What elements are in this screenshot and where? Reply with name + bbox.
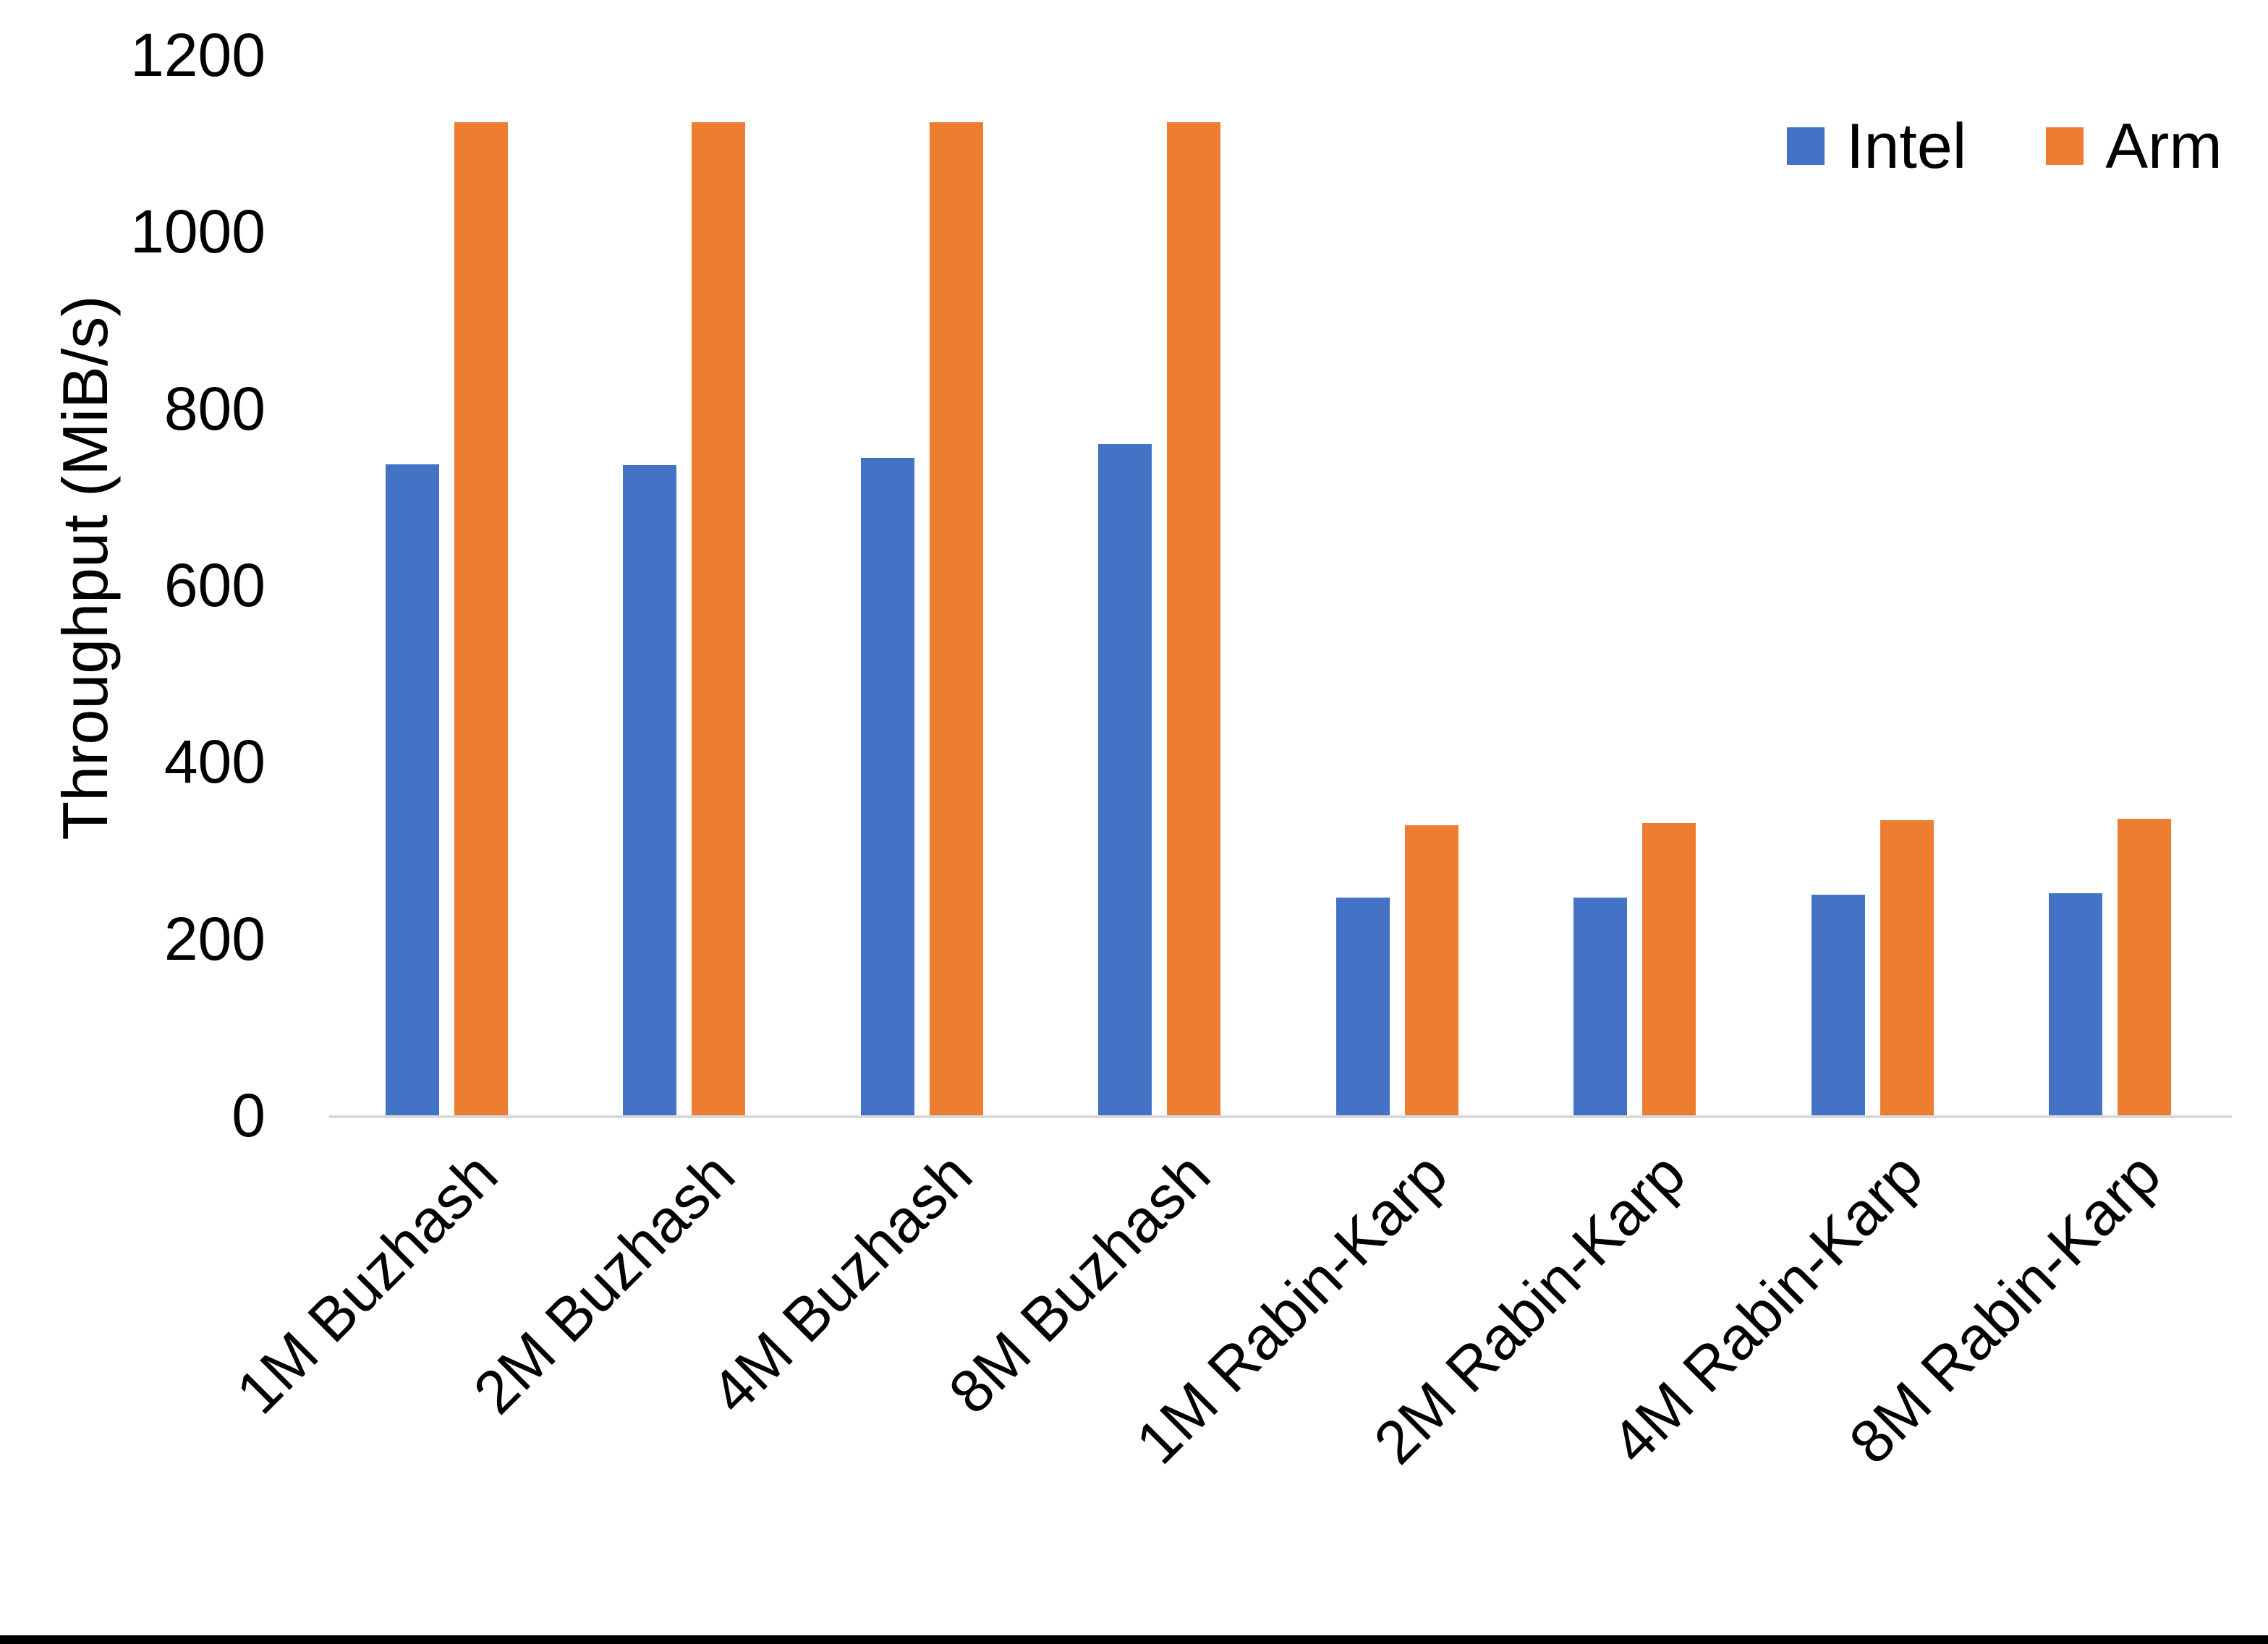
bar-intel-5 — [1335, 898, 1390, 1115]
legend-label: Intel — [1846, 110, 1967, 182]
y-tick-label: 200 — [163, 904, 266, 973]
bar-intel-1 — [386, 464, 439, 1115]
y-tick-label: 600 — [163, 551, 266, 619]
legend-swatch-intel — [1787, 127, 1825, 165]
bar-arm-6 — [1642, 822, 1696, 1115]
legend-item-arm: Arm — [2046, 114, 2222, 178]
bar-intel-3 — [860, 458, 914, 1115]
bar-arm-8 — [2118, 818, 2171, 1115]
bar-arm-2 — [692, 122, 746, 1115]
bar-intel-2 — [623, 464, 677, 1115]
bar-intel-7 — [1811, 894, 1865, 1115]
legend-label: Arm — [2105, 110, 2222, 182]
bar-arm-5 — [1404, 825, 1458, 1115]
bar-arm-4 — [1167, 122, 1221, 1115]
y-tick-label: 1200 — [130, 21, 266, 89]
bar-intel-4 — [1098, 443, 1152, 1115]
y-tick-label: 800 — [163, 374, 266, 443]
bar-arm-1 — [454, 122, 508, 1115]
legend: Intel Arm — [1787, 114, 2222, 178]
legend-swatch-arm — [2046, 127, 2084, 165]
bottom-border — [0, 1635, 2268, 1644]
legend-item-intel: Intel — [1787, 114, 1966, 178]
x-axis-line — [329, 1115, 2232, 1118]
bar-intel-6 — [1573, 898, 1628, 1115]
y-tick-label: 1000 — [130, 197, 266, 266]
y-tick-label: 400 — [163, 728, 266, 796]
bar-intel-8 — [2049, 893, 2102, 1115]
bar-arm-7 — [1880, 819, 1934, 1115]
y-tick-label: 0 — [232, 1081, 266, 1149]
bar-arm-3 — [929, 122, 983, 1115]
